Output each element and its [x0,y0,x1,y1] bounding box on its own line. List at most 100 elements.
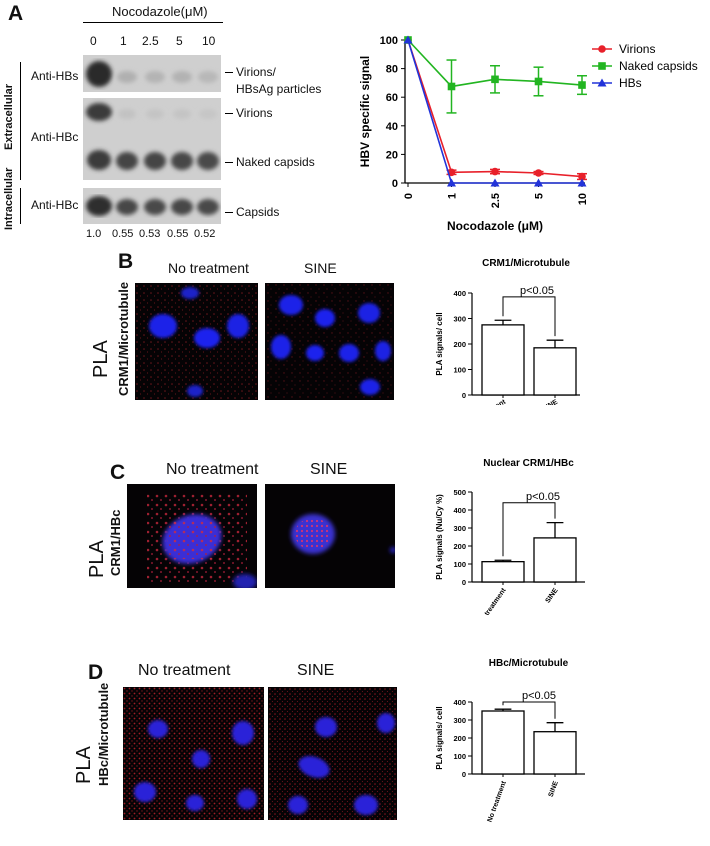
data-point [578,172,586,181]
y-tick-label: 400 [453,289,466,298]
band-tick [225,212,233,213]
y-tick-label: 400 [453,506,466,515]
data-point [534,178,543,187]
data-point [534,77,543,86]
condition-label: SINE [297,662,335,679]
bar-chart-nuclear-crm1-hbc: Nuclear CRM1/HBc 0 100 200 300 400 500 PLA sign… [435,458,585,615]
bar-chart-hbc-microtubule: HBc/Microtubule 0 100 200 300 400 PLA signals/… [435,658,585,824]
y-tick-label: 0 [462,578,466,587]
x-tick-label: 2.5 [490,193,502,208]
y-tick-label: 80 [386,64,398,76]
x-tick-label: SINE [548,780,560,798]
quant-value: 1.0 [86,228,102,240]
y-tick-label: 100 [380,35,398,47]
band-tick [225,113,233,114]
y-tick-label: 300 [453,716,466,725]
legend-label: Naked capsids [619,59,698,73]
y-tick-label: 40 [386,121,398,133]
bar [533,537,577,583]
panel-c-letter: C [110,461,126,484]
data-point [491,75,499,84]
intracellular-bar [20,188,21,224]
micrograph-b-sine [265,283,394,400]
panel-d-letter: D [88,661,104,684]
pla-label: PLA [86,540,108,578]
data-point [447,82,456,91]
significance-bracket [502,296,556,337]
y-tick-label: 20 [386,149,398,161]
x-axis-title: Nocodazole (μM) [447,219,543,233]
band-label: Virions/ [236,65,276,79]
condition-label: No treatment [138,662,231,679]
y-axis-title: HBV specific signal [358,56,372,167]
blot-anti-hbs [83,55,221,92]
condition-label: SINE [310,461,348,478]
data-point [491,167,499,176]
p-value-annotation: p<0.05 [520,285,554,297]
data-point [490,178,500,187]
extracellular-label: Extracellular [3,83,15,150]
y-tick-label: 100 [453,560,466,569]
lane-label: 0 [90,34,97,48]
band-tick [225,162,233,163]
panel-a-letter: A [8,2,24,25]
p-value-annotation: p<0.05 [526,491,560,503]
legend-marker [598,45,606,53]
x-tick-label: No treatment [487,780,509,824]
y-axis-title: PLA signals (Nu/Cy %) [435,494,444,580]
nocodazole-header: Nocodazole(μM) [112,4,208,19]
data-point [577,178,587,187]
y-axis-title: PLA signals/ cell [435,312,444,375]
y-axis-title: PLA signals/ cell [435,706,444,769]
quant-value: 0.53 [139,228,161,240]
y-tick-label: 300 [453,524,466,533]
x-tick-label: 0 [403,193,415,199]
micrograph-c-control [127,484,257,588]
lane-label: 5 [176,34,183,48]
micrograph-d-sine [268,687,397,820]
significance-bracket [502,701,556,719]
x-tick-label: SINE [541,399,559,405]
lane-label: 1 [120,34,127,48]
legend-label: HBs [619,76,642,90]
nocodazole-line-chart: 0 20 40 60 80 100 0 1 2.5 5 10 Nocodazole (μM) HBV s… [358,35,698,233]
y-tick-label: 100 [453,752,466,761]
x-tick-label: 10 [577,193,589,205]
series-line [407,39,582,184]
antibody-label: Anti-HBs [31,69,79,83]
chart-title: CRM1/Microtubule [482,258,570,269]
antibody-label: Anti-HBc [31,198,79,212]
bar [481,710,525,775]
quantification-row: 1.0 0.55 0.53 0.55 0.52 [82,228,227,242]
x-tick-label: No treatment [477,587,508,615]
quant-value: 0.55 [167,228,189,240]
pla-label: PLA [90,340,112,378]
y-tick-label: 400 [453,698,466,707]
micrograph-d-control [123,687,264,820]
y-tick-label: 200 [453,734,466,743]
extracellular-bar [20,62,21,180]
data-point [447,178,456,187]
y-tick-label: 200 [453,542,466,551]
micrograph-c-sine [265,484,395,588]
header-rule [83,22,223,23]
quant-value: 0.55 [112,228,134,240]
antibody-label: Anti-HBc [31,130,79,144]
band-tick [225,72,233,73]
bar [481,561,525,583]
condition-label: No treatment [166,461,259,478]
data-point [534,169,543,177]
significance-bracket [502,502,556,557]
y-tick-label: 300 [453,315,466,324]
y-tick-label: 200 [453,340,466,349]
x-tick-label: No treatment [466,398,507,405]
legend-marker [598,62,606,70]
blot-anti-hbc-extracellular [83,98,221,180]
bar-chart-crm1-microtubule: CRM1/Microtubule 0 100 200 300 400 PLA signals… [435,258,580,405]
x-tick-label: 5 [534,193,546,199]
y-tick-label: 0 [392,178,398,190]
condition-label: SINE [304,260,337,276]
bar [533,347,577,396]
legend-label: Virions [619,42,655,56]
pla-target-label: CRM1/HBc [108,509,123,576]
